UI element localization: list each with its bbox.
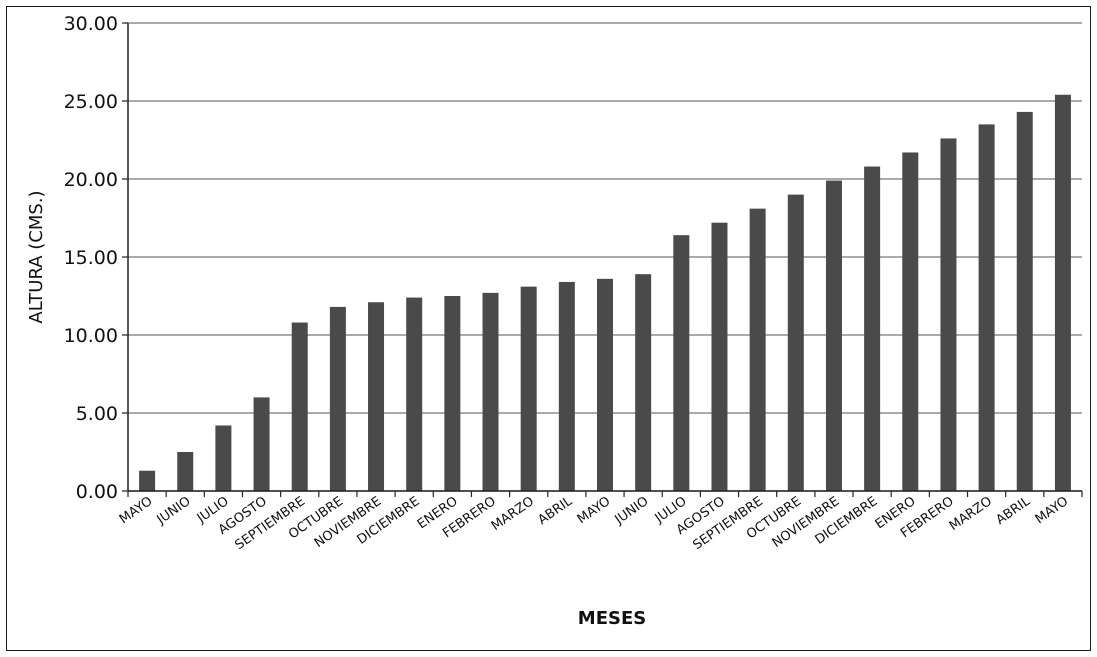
bar bbox=[520, 286, 537, 491]
bar bbox=[749, 208, 766, 491]
bar bbox=[1016, 111, 1033, 492]
bar bbox=[368, 302, 385, 491]
x-tick-label: MARZO bbox=[947, 494, 995, 534]
y-tick-label: 30.00 bbox=[64, 13, 118, 35]
x-tick-label: ABRIL bbox=[993, 494, 1033, 528]
chart-frame bbox=[6, 6, 1091, 651]
bar bbox=[597, 278, 613, 491]
y-axis-ticks: 0.00 5.00 10.00 15.00 20.00 25.00 30.00 bbox=[64, 13, 128, 503]
bar bbox=[711, 222, 728, 491]
x-tick-label: MARZO bbox=[489, 494, 537, 534]
bars bbox=[139, 94, 1071, 492]
bar bbox=[1054, 94, 1071, 491]
bar bbox=[978, 124, 995, 492]
bar bbox=[329, 306, 346, 491]
y-tick-label: 5.00 bbox=[76, 403, 118, 425]
bar bbox=[558, 281, 575, 491]
bar bbox=[139, 470, 156, 491]
y-tick-label: 25.00 bbox=[64, 91, 118, 113]
bar bbox=[291, 322, 308, 491]
x-tick-label: MAYO bbox=[117, 494, 156, 527]
bar bbox=[635, 274, 652, 491]
bar bbox=[253, 397, 270, 491]
x-tick-label: MAYO bbox=[575, 494, 614, 527]
bar bbox=[177, 452, 194, 491]
x-tick-label: JUNIO bbox=[154, 494, 194, 528]
x-axis-ticks: MAYO JUNIO JULIOAGOSTOSEPTIEMBREOCTUBRENOV… bbox=[117, 491, 1083, 553]
x-tick-label: MAYO bbox=[1033, 494, 1072, 527]
bar bbox=[444, 296, 461, 491]
y-tick-label: 10.00 bbox=[64, 325, 118, 347]
bar bbox=[940, 138, 957, 491]
bar bbox=[215, 425, 232, 491]
bar bbox=[406, 297, 423, 491]
x-tick-label: ABRIL bbox=[535, 494, 575, 528]
y-tick-label: 15.00 bbox=[64, 247, 118, 269]
bar bbox=[787, 194, 804, 491]
bar bbox=[673, 235, 690, 491]
x-tick-label: JUNIO bbox=[612, 494, 652, 528]
y-tick-label: 20.00 bbox=[64, 169, 118, 191]
bar bbox=[864, 166, 881, 491]
bar bbox=[482, 292, 499, 491]
y-axis-title: ALTURA (CMS.) bbox=[26, 190, 47, 323]
bar bbox=[825, 180, 842, 491]
y-tick-label: 0.00 bbox=[76, 481, 118, 503]
x-axis-title: MESES bbox=[578, 608, 646, 629]
bar bbox=[902, 152, 919, 492]
